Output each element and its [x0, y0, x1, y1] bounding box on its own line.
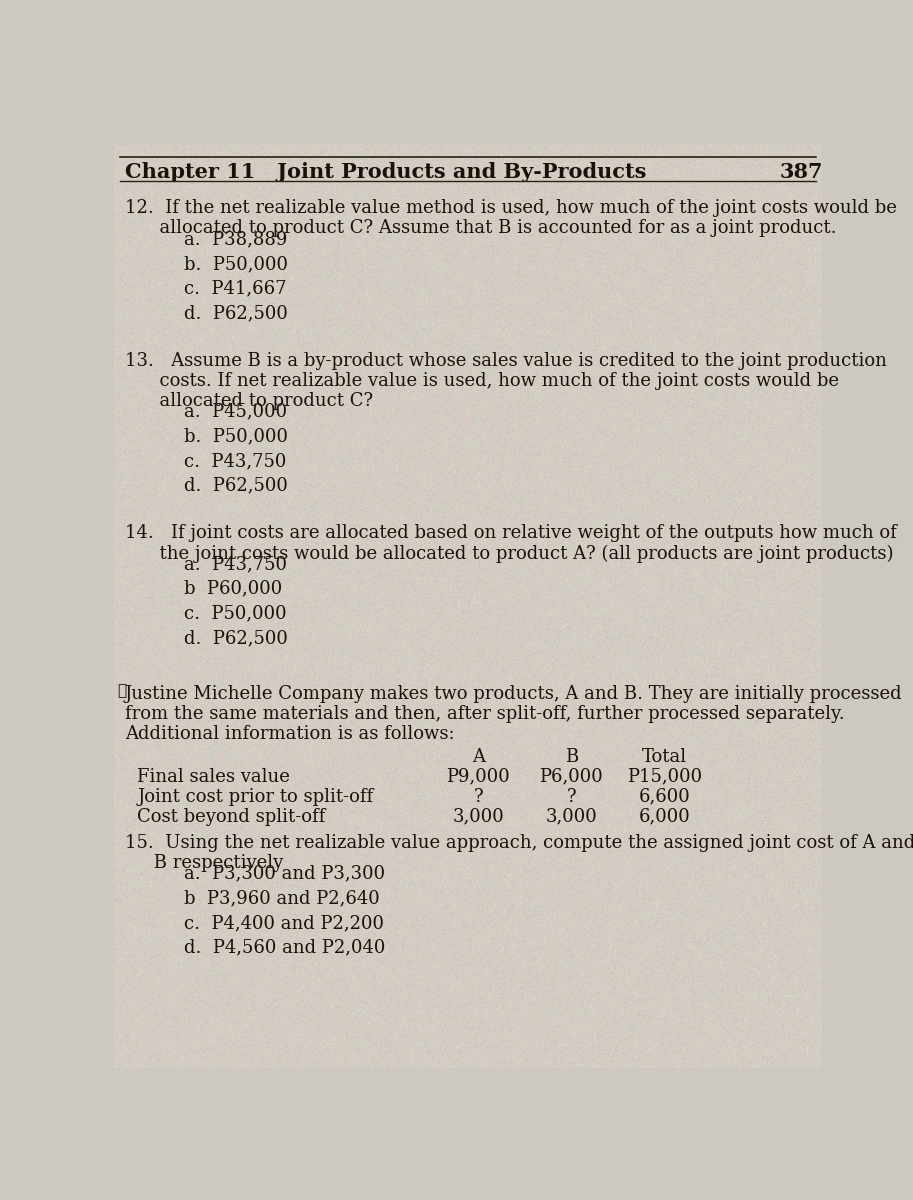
Text: 15.  Using the net realizable value approach, compute the assigned joint cost of: 15. Using the net realizable value appro… — [125, 834, 913, 852]
Text: b  P60,000: b P60,000 — [184, 580, 282, 598]
Text: Final sales value: Final sales value — [137, 768, 290, 786]
Text: b.  P50,000: b. P50,000 — [184, 427, 288, 445]
Text: A: A — [472, 748, 485, 766]
Text: costs. If net realizable value is used, how much of the joint costs would be: costs. If net realizable value is used, … — [125, 372, 839, 390]
Text: 14.   If joint costs are allocated based on relative weight of the outputs how m: 14. If joint costs are allocated based o… — [125, 524, 897, 542]
Text: Justine Michelle Company makes two products, A and B. They are initially process: Justine Michelle Company makes two produ… — [125, 684, 903, 702]
Text: Chapter 11   Joint Products and By-Products: Chapter 11 Joint Products and By-Product… — [125, 162, 646, 182]
Text: a.  P38,889: a. P38,889 — [184, 230, 288, 248]
Text: 12.  If the net realizable value method is used, how much of the joint costs wou: 12. If the net realizable value method i… — [125, 199, 897, 217]
Text: the joint costs would be allocated to product A? (all products are joint product: the joint costs would be allocated to pr… — [125, 545, 894, 563]
Text: d.  P62,500: d. P62,500 — [184, 629, 288, 647]
Text: c.  P41,667: c. P41,667 — [184, 280, 287, 298]
Text: d.  P62,500: d. P62,500 — [184, 304, 288, 322]
Text: Cost beyond split-off: Cost beyond split-off — [137, 808, 326, 826]
Text: 13.   Assume B is a by-product whose sales value is credited to the joint produc: 13. Assume B is a by-product whose sales… — [125, 352, 887, 370]
Text: P9,000: P9,000 — [446, 768, 510, 786]
Text: ?: ? — [567, 787, 576, 805]
Text: 6,600: 6,600 — [638, 787, 690, 805]
Text: 387: 387 — [779, 162, 823, 182]
Text: allocated to product C?: allocated to product C? — [125, 392, 373, 410]
Text: Total: Total — [642, 748, 687, 766]
Text: d.  P4,560 and P2,040: d. P4,560 and P2,040 — [184, 938, 385, 956]
Text: allocated to product C? Assume that B is accounted for as a joint product.: allocated to product C? Assume that B is… — [125, 220, 836, 238]
Text: B: B — [565, 748, 578, 766]
Text: a.  P43,750: a. P43,750 — [184, 556, 287, 574]
Text: c.  P4,400 and P2,200: c. P4,400 and P2,200 — [184, 914, 383, 932]
Text: a.  P3,300 and P3,300: a. P3,300 and P3,300 — [184, 865, 385, 883]
Text: P15,000: P15,000 — [627, 768, 702, 786]
Text: b  P3,960 and P2,640: b P3,960 and P2,640 — [184, 889, 380, 907]
Text: B respectively: B respectively — [125, 854, 283, 872]
Text: 6,000: 6,000 — [638, 808, 690, 826]
Text: c.  P43,750: c. P43,750 — [184, 452, 287, 470]
Text: 3,000: 3,000 — [545, 808, 597, 826]
Text: ?: ? — [474, 787, 483, 805]
Text: d.  P62,500: d. P62,500 — [184, 476, 288, 494]
Text: P6,000: P6,000 — [540, 768, 603, 786]
Text: 3,000: 3,000 — [453, 808, 504, 826]
Text: c.  P50,000: c. P50,000 — [184, 605, 287, 623]
Text: from the same materials and then, after split-off, further processed separately.: from the same materials and then, after … — [125, 704, 845, 722]
Text: b.  P50,000: b. P50,000 — [184, 254, 288, 272]
Text: Additional information is as follows:: Additional information is as follows: — [125, 725, 455, 743]
Text: Joint cost prior to split-off: Joint cost prior to split-off — [137, 787, 373, 805]
Text: a.  P45,000: a. P45,000 — [184, 403, 287, 421]
Text: ✓: ✓ — [117, 684, 126, 698]
